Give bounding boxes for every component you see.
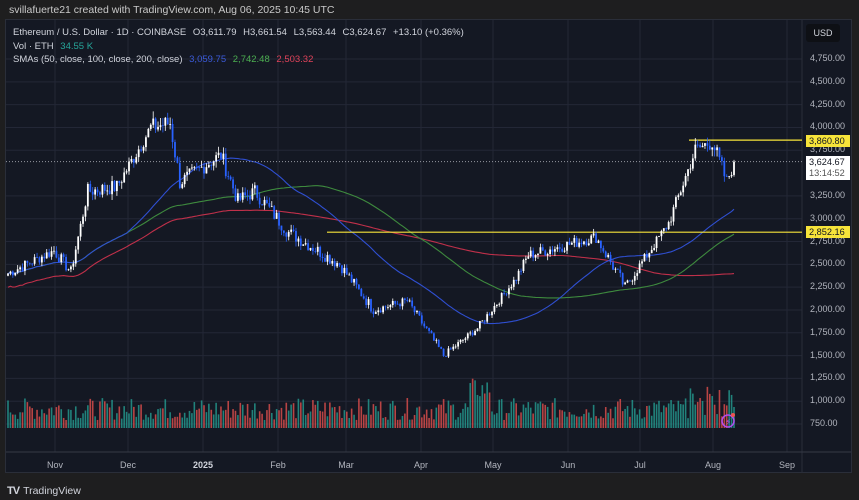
price-tick-label: 2,250.00 <box>810 281 846 292</box>
price-tick-label: 3,000.00 <box>810 212 846 223</box>
price-tick-label: 4,000.00 <box>810 121 846 132</box>
volume-value: 34.55 K <box>60 40 94 52</box>
price-tick-label: 1,250.00 <box>810 372 846 383</box>
price-tick-label: 1,000.00 <box>810 395 846 406</box>
last-price-tag: 3,624.67 13:14:52 <box>806 156 850 180</box>
chart-credit: svillafuerte21 created with TradingView.… <box>9 4 335 16</box>
change-value: +13.10 (+0.36%) <box>393 27 464 38</box>
price-tick-label: 1,500.00 <box>810 349 846 360</box>
sma50-value: 3,059.75 <box>189 54 227 65</box>
price-tick-label: 750.00 <box>810 418 838 428</box>
time-tick-label: Dec <box>119 460 137 470</box>
price-tick-label: 3,250.00 <box>810 189 846 200</box>
tradingview-brand[interactable]: TV TradingView <box>7 485 81 497</box>
chart-frame[interactable] <box>5 19 852 473</box>
symbol-name[interactable]: Ethereum / U.S. Dollar · 1D · COINBASE <box>13 27 187 38</box>
low-value: L3,563.44 <box>293 27 336 38</box>
time-tick-label: Nov <box>46 460 64 470</box>
sma200-value: 2,503.32 <box>276 54 314 65</box>
currency-button[interactable]: USD <box>806 24 840 42</box>
time-tick-label: 2025 <box>192 460 214 470</box>
price-tick-label: 2,500.00 <box>810 258 846 269</box>
chart-legend: Ethereum / U.S. Dollar · 1D · COINBASE O… <box>13 26 464 67</box>
sma-row: SMAs (50, close, 100, close, 200, close)… <box>13 53 464 67</box>
support-level-tag: 2,852.16 <box>806 226 850 238</box>
volume-label[interactable]: Vol · ETH <box>13 40 54 52</box>
time-tick-label: Feb <box>270 460 286 470</box>
price-tick-label: 3,750.00 <box>810 144 846 155</box>
symbol-row: Ethereum / U.S. Dollar · 1D · COINBASE O… <box>13 26 464 40</box>
price-tick-label: 4,500.00 <box>810 75 846 86</box>
price-tick-label: 4,250.00 <box>810 98 846 109</box>
time-tick-label: Mar <box>338 460 354 470</box>
price-tick-label: 1,750.00 <box>810 326 846 337</box>
time-tick-label: Apr <box>413 460 429 470</box>
time-tick-label: May <box>484 460 502 470</box>
last-price-value: 3,624.67 <box>809 157 845 167</box>
time-tick-label: Jul <box>634 460 646 470</box>
resistance-level-tag: 3,860.80 <box>806 135 850 147</box>
close-value: C3,624.67 <box>342 27 387 38</box>
volume-row: Vol · ETH 34.55 K <box>13 40 464 54</box>
time-tick-label: Aug <box>704 460 722 470</box>
time-tick-label: Jun <box>560 460 576 470</box>
tradingview-logo-icon: TV <box>7 485 20 497</box>
time-tick-label: Sep <box>778 460 796 470</box>
high-value: H3,661.54 <box>243 27 287 38</box>
price-tick-label: 2,000.00 <box>810 303 846 314</box>
bar-countdown: 13:14:52 <box>809 168 845 178</box>
svg-text:⚡: ⚡ <box>725 418 731 428</box>
sma-label[interactable]: SMAs (50, close, 100, close, 200, close) <box>13 54 183 65</box>
open-value: O3,611.79 <box>192 27 237 38</box>
sma100-value: 2,742.48 <box>232 54 270 65</box>
price-tick-label: 2,750.00 <box>810 235 846 246</box>
brand-name: TradingView <box>23 485 81 497</box>
price-tick-label: 4,750.00 <box>810 53 846 63</box>
